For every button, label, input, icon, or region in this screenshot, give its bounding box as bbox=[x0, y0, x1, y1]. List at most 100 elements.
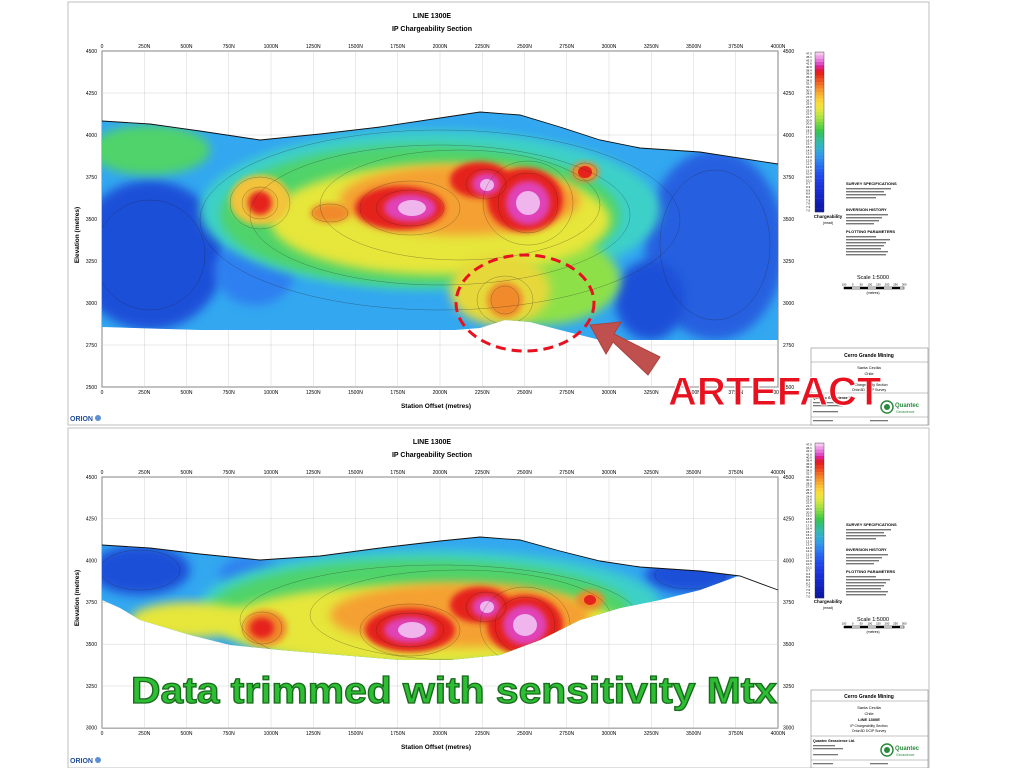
scale-tick-label: 300 bbox=[902, 283, 907, 287]
top-inversion-title: INVERSION HISTORY bbox=[846, 207, 887, 212]
legend-swatch bbox=[815, 475, 824, 479]
x-tick-label: 2250N bbox=[475, 731, 490, 737]
legend-swatch bbox=[815, 75, 824, 79]
legend-value: 31.4 bbox=[806, 475, 812, 479]
legend-swatch bbox=[815, 158, 824, 163]
legend-value: 7.9 bbox=[806, 585, 811, 589]
x-tick-label: 2000N bbox=[433, 390, 448, 396]
x-tick-label: 3000N bbox=[602, 731, 617, 737]
x-tick-label: 4000N bbox=[771, 470, 786, 476]
legend-swatch bbox=[815, 494, 824, 499]
x-tick-label: 4000N bbox=[771, 731, 786, 737]
legend-swatch bbox=[815, 68, 824, 73]
legend-value: 10.5 bbox=[806, 175, 812, 179]
x-tick-label: 3750N bbox=[728, 390, 743, 396]
legend-value: 10.9 bbox=[806, 559, 812, 563]
legend-swatch bbox=[815, 585, 824, 589]
legend-swatch bbox=[815, 142, 824, 146]
legend-swatch bbox=[815, 108, 824, 113]
x-tick-label: 3500N bbox=[686, 44, 701, 50]
legend-swatch bbox=[815, 62, 824, 66]
x-tick-label: 2750N bbox=[559, 470, 574, 476]
legend-value: 19.2 bbox=[806, 125, 812, 129]
bottom-tb-country: Chile bbox=[864, 711, 874, 716]
x-tick-label: 3000N bbox=[602, 44, 617, 50]
legend-swatch bbox=[815, 572, 824, 576]
legend-value: 12.8 bbox=[806, 546, 812, 550]
x-tick-label: 250N bbox=[138, 44, 150, 50]
legend-value: 38.4 bbox=[806, 68, 812, 72]
x-tick-label: 3500N bbox=[686, 731, 701, 737]
bottom-tb-line: LINE 1300E bbox=[858, 717, 880, 722]
x-tick-label: 3500N bbox=[686, 470, 701, 476]
legend-swatch bbox=[815, 497, 824, 502]
legend-swatch bbox=[815, 82, 824, 86]
y-tick-label: 3250 bbox=[783, 259, 794, 265]
legend-swatch bbox=[815, 125, 824, 129]
top-x-axis-label: Station Offset (metres) bbox=[401, 403, 471, 410]
legend-swatch bbox=[815, 514, 824, 518]
top-scale-label: Scale 1:5000 bbox=[857, 275, 889, 281]
legend-value: 22.6 bbox=[806, 501, 812, 505]
y-tick-label: 3250 bbox=[783, 684, 794, 690]
legend-value: 18.5 bbox=[806, 517, 812, 521]
legend-value: 10.9 bbox=[806, 172, 812, 176]
top-chargeability-section bbox=[101, 111, 779, 340]
y-tick-label: 2500 bbox=[86, 385, 97, 391]
bottom-panel-subtitle: IP Chargeability Section bbox=[392, 452, 472, 459]
legend-swatch bbox=[815, 172, 824, 176]
legend-value: 8.9 bbox=[806, 188, 811, 192]
legend-swatch bbox=[815, 65, 824, 69]
legend-swatch bbox=[815, 594, 824, 599]
x-tick-label: 2250N bbox=[475, 390, 490, 396]
x-tick-label: 500N bbox=[181, 390, 193, 396]
bottom-panel-title: LINE 1300E bbox=[413, 439, 451, 446]
x-tick-label: 3000N bbox=[602, 470, 617, 476]
legend-value: 17.8 bbox=[806, 132, 812, 136]
legend-swatch bbox=[815, 481, 824, 486]
x-tick-label: 1250N bbox=[306, 44, 321, 50]
legend-value: 9.7 bbox=[806, 182, 811, 186]
legend-value: 7.9 bbox=[806, 198, 811, 202]
legend-swatch bbox=[815, 188, 824, 193]
y-tick-label: 3500 bbox=[86, 217, 97, 223]
top-specs-block: SURVEY SPECIFICATIONS INVERSION HISTORY … bbox=[846, 181, 897, 256]
x-tick-label: 0 bbox=[101, 731, 104, 737]
legend-value: 9.7 bbox=[806, 569, 811, 573]
x-tick-label: 3250N bbox=[644, 731, 659, 737]
top-tb-survey: Orion3D DCIP Survey bbox=[852, 388, 886, 392]
x-tick-label: 1750N bbox=[390, 470, 405, 476]
legend-swatch bbox=[815, 552, 824, 557]
legend-swatch bbox=[815, 118, 824, 123]
legend-swatch bbox=[815, 530, 824, 534]
legend-swatch bbox=[815, 102, 824, 106]
legend-value: 20.0 bbox=[806, 510, 812, 514]
top-plotting-title: PLOTTING PARAMETERS bbox=[846, 229, 895, 234]
legend-value: 21.7 bbox=[806, 115, 812, 119]
legend-value: 38.4 bbox=[806, 459, 812, 463]
legend-swatch bbox=[815, 182, 824, 186]
bottom-tb-contractor: Quantec Geoscience Ltd. bbox=[813, 739, 855, 743]
scale-tick-label: 100 bbox=[842, 283, 847, 287]
x-tick-label: 0 bbox=[101, 470, 104, 476]
legend-swatch bbox=[815, 205, 824, 209]
legend-value: 11.8 bbox=[806, 165, 812, 169]
legend-swatch bbox=[815, 112, 824, 116]
legend-swatch bbox=[815, 465, 824, 470]
legend-swatch bbox=[815, 52, 824, 56]
bottom-plotting-title: PLOTTING PARAMETERS bbox=[846, 569, 895, 574]
legend-value: 13.9 bbox=[806, 152, 812, 156]
x-tick-label: 2000N bbox=[433, 44, 448, 50]
legend-swatch bbox=[815, 526, 824, 531]
bottom-scale-unit: (metres) bbox=[866, 630, 879, 634]
top-topography-line bbox=[101, 111, 779, 165]
legend-value: 28.9 bbox=[806, 92, 812, 96]
legend-value: 41.6 bbox=[806, 452, 812, 456]
legend-value: 8.6 bbox=[806, 578, 811, 582]
legend-swatch bbox=[815, 132, 824, 136]
bottom-topography-line bbox=[101, 536, 779, 591]
y-tick-label: 4250 bbox=[86, 91, 97, 97]
legend-value: 23.6 bbox=[806, 497, 812, 501]
trimmed-annotation-label: Data trimmed with sensitivity Mtx bbox=[131, 670, 777, 711]
